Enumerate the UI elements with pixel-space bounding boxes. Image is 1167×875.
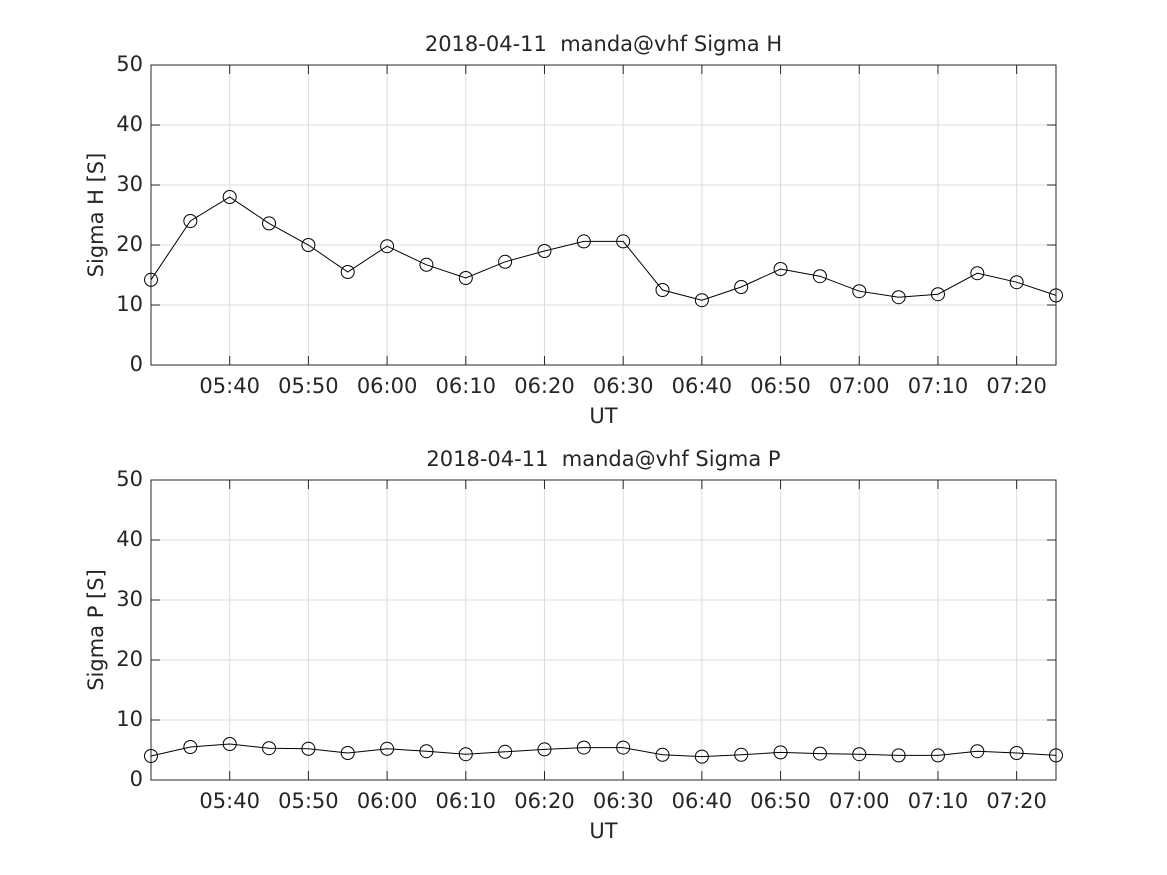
chart-title: 2018-04-11 manda@vhf Sigma P bbox=[426, 447, 780, 471]
data-point bbox=[734, 747, 749, 762]
x-tick-label: 06:40 bbox=[672, 789, 733, 813]
data-point bbox=[1049, 288, 1063, 303]
y-axis-label: Sigma P [S] bbox=[84, 569, 108, 691]
y-tick-label: 50 bbox=[116, 467, 143, 491]
y-tick-label: 50 bbox=[116, 52, 143, 76]
data-point bbox=[419, 257, 434, 272]
data-point bbox=[812, 746, 827, 761]
x-tick-label: 05:40 bbox=[199, 374, 260, 398]
x-tick-label: 06:40 bbox=[672, 374, 733, 398]
x-tick-label: 07:20 bbox=[986, 789, 1047, 813]
data-point bbox=[930, 287, 945, 302]
data-point bbox=[340, 265, 355, 279]
y-tick-label: 0 bbox=[130, 352, 143, 376]
data-point bbox=[852, 284, 867, 299]
y-tick-label: 30 bbox=[116, 172, 143, 196]
data-point bbox=[458, 271, 473, 285]
chart-title: 2018-04-11 manda@vhf Sigma H bbox=[425, 32, 782, 56]
data-point bbox=[655, 747, 670, 762]
y-tick-label: 0 bbox=[130, 767, 143, 791]
data-point bbox=[891, 748, 906, 763]
x-tick-label: 06:50 bbox=[750, 789, 811, 813]
x-tick-label: 05:50 bbox=[278, 789, 339, 813]
data-point bbox=[222, 737, 237, 751]
data-point bbox=[1009, 275, 1024, 290]
data-point bbox=[616, 740, 631, 755]
data-point bbox=[734, 280, 749, 294]
axes-box bbox=[150, 479, 1057, 781]
x-tick-label: 06:50 bbox=[750, 374, 811, 398]
data-point bbox=[301, 741, 316, 756]
data-point bbox=[1009, 746, 1024, 760]
x-tick-label: 05:50 bbox=[278, 374, 339, 398]
data-point bbox=[773, 262, 788, 276]
x-tick-label: 07:10 bbox=[908, 789, 969, 813]
data-point bbox=[262, 216, 277, 231]
data-point bbox=[891, 290, 906, 305]
x-axis-label: UT bbox=[589, 819, 617, 843]
x-tick-label: 06:10 bbox=[436, 789, 497, 813]
plot-area bbox=[151, 65, 1056, 365]
data-point bbox=[773, 745, 788, 760]
y-tick-label: 40 bbox=[116, 527, 143, 551]
data-point bbox=[380, 741, 395, 756]
data-point bbox=[301, 238, 316, 252]
data-point bbox=[616, 234, 631, 249]
data-point bbox=[812, 269, 827, 284]
data-point bbox=[183, 214, 198, 228]
axes-box bbox=[150, 64, 1057, 366]
x-tick-label: 07:00 bbox=[829, 789, 890, 813]
x-tick-label: 05:40 bbox=[199, 789, 260, 813]
y-tick-label: 10 bbox=[116, 707, 143, 731]
x-tick-label: 07:20 bbox=[986, 374, 1047, 398]
data-point bbox=[380, 239, 395, 254]
y-axis-label: Sigma H [S] bbox=[84, 153, 108, 278]
data-point bbox=[183, 740, 198, 754]
data-point bbox=[970, 744, 985, 759]
x-tick-label: 07:10 bbox=[908, 374, 969, 398]
data-point bbox=[970, 266, 985, 281]
data-point bbox=[930, 748, 945, 763]
x-tick-label: 06:30 bbox=[593, 374, 654, 398]
x-tick-label: 06:10 bbox=[436, 374, 497, 398]
data-point bbox=[1049, 748, 1063, 763]
data-point bbox=[498, 254, 513, 269]
x-tick-label: 06:30 bbox=[593, 789, 654, 813]
data-point bbox=[537, 244, 552, 258]
data-point bbox=[222, 190, 237, 204]
data-point bbox=[655, 283, 670, 297]
y-tick-label: 40 bbox=[116, 112, 143, 136]
data-point bbox=[419, 744, 434, 759]
x-axis-label: UT bbox=[589, 404, 617, 428]
y-tick-label: 20 bbox=[116, 647, 143, 671]
x-tick-label: 07:00 bbox=[829, 374, 890, 398]
y-tick-label: 20 bbox=[116, 232, 143, 256]
data-point bbox=[852, 747, 867, 762]
data-point bbox=[144, 272, 158, 287]
x-tick-label: 06:00 bbox=[357, 374, 418, 398]
data-point bbox=[262, 741, 277, 756]
y-tick-label: 10 bbox=[116, 292, 143, 316]
x-tick-label: 06:20 bbox=[514, 789, 575, 813]
data-point bbox=[576, 740, 591, 755]
x-tick-label: 06:20 bbox=[514, 374, 575, 398]
plot-area bbox=[151, 480, 1056, 780]
x-tick-label: 06:00 bbox=[357, 789, 418, 813]
data-point bbox=[694, 293, 709, 308]
data-point bbox=[458, 747, 473, 762]
data-point bbox=[144, 749, 158, 763]
data-point bbox=[340, 746, 355, 760]
data-point bbox=[498, 744, 513, 759]
data-point bbox=[537, 742, 552, 757]
data-point bbox=[694, 749, 709, 764]
data-point bbox=[576, 234, 591, 249]
y-tick-label: 30 bbox=[116, 587, 143, 611]
